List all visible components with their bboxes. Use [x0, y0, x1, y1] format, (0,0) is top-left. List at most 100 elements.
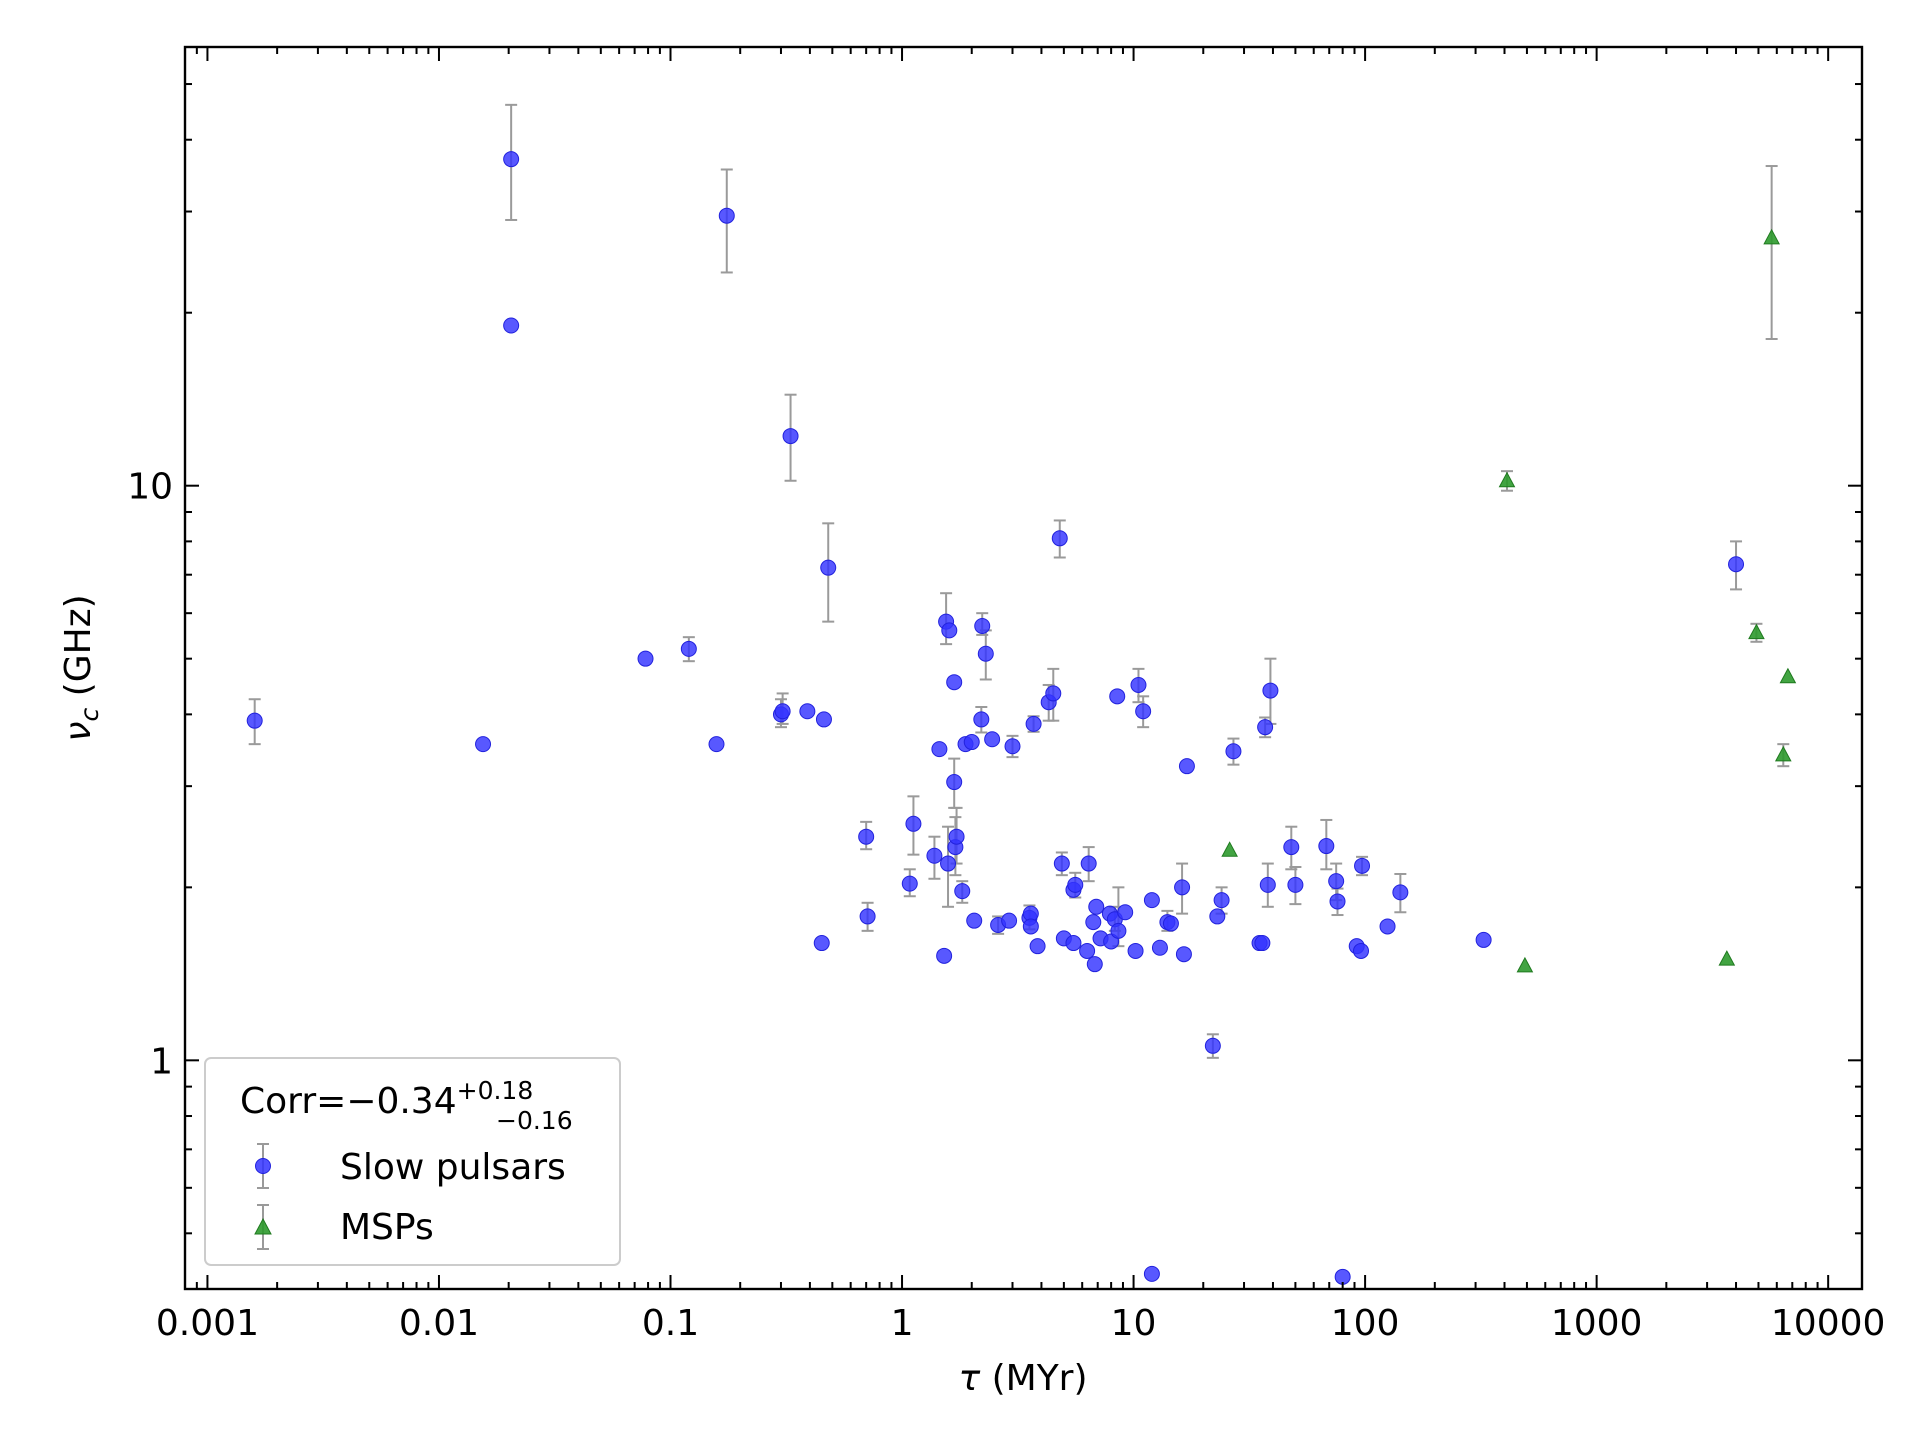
- y-tick-label: 10: [127, 467, 173, 508]
- legend-slow-label: Slow pulsars: [340, 1147, 566, 1188]
- slow-pulsar-point: [1004, 738, 1021, 755]
- slow-pulsar-point: [1080, 855, 1097, 872]
- x-axis-symbol: τ: [958, 1358, 980, 1399]
- slow-pulsar-point: [637, 650, 654, 667]
- slow-pulsar-point: [1354, 857, 1371, 874]
- slow-pulsar-point: [1287, 876, 1304, 893]
- slow-pulsar-point: [1085, 914, 1102, 931]
- slow-pulsar-point: [815, 711, 832, 728]
- slow-pulsar-point: [1117, 904, 1134, 921]
- slow-pulsar-point: [1151, 939, 1168, 956]
- slow-pulsar-point: [977, 645, 994, 662]
- y-tick-label: 1: [150, 1041, 173, 1082]
- slow-pulsar-point: [946, 674, 963, 691]
- x-tick-label: 1: [891, 1303, 914, 1344]
- slow-pulsar-point: [1143, 1265, 1160, 1282]
- slow-pulsar-point: [1475, 931, 1492, 948]
- slow-pulsar-point: [948, 828, 965, 845]
- slow-pulsar-point: [1225, 743, 1242, 760]
- slow-pulsar-point: [926, 847, 943, 864]
- slow-pulsar-point: [973, 711, 990, 728]
- slow-pulsar-point: [963, 734, 980, 751]
- slow-pulsar-point: [1262, 682, 1279, 699]
- slow-pulsar-point: [1283, 839, 1300, 856]
- x-tick-label: 10: [1111, 1303, 1157, 1344]
- slow-pulsar-point: [966, 912, 983, 929]
- slow-pulsar-point: [1175, 946, 1192, 963]
- slow-pulsar-point: [901, 875, 918, 892]
- x-axis-unit: (MYr): [980, 1358, 1087, 1399]
- slow-pulsar-point: [813, 935, 830, 952]
- slow-pulsar-point: [946, 774, 963, 791]
- slow-pulsar-point: [1135, 703, 1152, 720]
- legend-entry-slow-pulsars: Slow pulsars: [255, 1143, 566, 1189]
- slow-pulsar-point: [1109, 688, 1126, 705]
- slow-pulsar-point: [1392, 884, 1409, 901]
- slow-pulsar-point: [859, 908, 876, 925]
- slow-pulsar-point: [1067, 876, 1084, 893]
- legend-box: [204, 1057, 621, 1266]
- slow-pulsar-point: [1029, 938, 1046, 955]
- slow-pulsar-point: [1088, 898, 1105, 915]
- slow-pulsar-point: [936, 947, 953, 964]
- slow-pulsar-point: [1379, 918, 1396, 935]
- legend-slow-marker: [255, 1158, 271, 1174]
- slow-pulsar-point: [718, 207, 735, 224]
- slow-pulsar-point: [1318, 838, 1335, 855]
- msp-point: [1774, 745, 1792, 762]
- y-axis-symbol: ν: [58, 722, 99, 742]
- slow-pulsar-point: [1162, 915, 1179, 932]
- slow-pulsar-point: [1025, 715, 1042, 732]
- msp-point: [1748, 623, 1765, 640]
- slow-pulsar-point: [1143, 892, 1160, 909]
- legend: Corr=−0.34+0.18 −0.16 Slow pulsars MSPs: [204, 1057, 621, 1266]
- legend-entry-msps: MSPs: [254, 1204, 434, 1250]
- legend-msp-label: MSPs: [340, 1207, 434, 1248]
- correlation-upper-error: +0.18: [457, 1076, 534, 1105]
- slow-pulsar-point: [1209, 908, 1226, 925]
- slow-pulsar-point: [1045, 685, 1062, 702]
- slow-pulsar-point: [708, 736, 725, 753]
- slow-pulsar-point: [782, 428, 799, 445]
- correlation-value: Corr=−0.34: [240, 1081, 457, 1122]
- x-tick-label: 10000: [1771, 1303, 1886, 1344]
- slow-pulsar-point: [1110, 922, 1127, 939]
- slow-pulsar-point: [1213, 892, 1230, 909]
- slow-pulsar-point: [774, 703, 791, 720]
- x-tick-label: 0.01: [399, 1303, 479, 1344]
- y-axis-label: νc (GHz): [58, 594, 104, 741]
- slow-pulsar-point: [941, 622, 958, 639]
- msp-point: [1763, 228, 1780, 245]
- slow-pulsar-point: [1127, 942, 1144, 959]
- msp-point: [1498, 471, 1516, 488]
- slow-pulsar-point: [1051, 530, 1068, 547]
- msp-point: [1516, 956, 1534, 973]
- y-axis-unit: (GHz): [58, 594, 99, 707]
- correlation-lower-error: −0.16: [496, 1106, 573, 1135]
- slow-pulsar-point: [1329, 893, 1346, 910]
- slow-pulsar-point: [1178, 758, 1195, 775]
- slow-pulsar-point: [1022, 918, 1039, 935]
- slow-pulsar-point: [1053, 855, 1070, 872]
- slow-pulsar-point: [1259, 876, 1276, 893]
- slow-pulsar-point: [475, 736, 492, 753]
- x-tick-label: 0.001: [156, 1303, 259, 1344]
- slow-pulsar-point: [1174, 879, 1191, 896]
- correlation-annotation: Corr=−0.34+0.18 −0.16: [240, 1076, 573, 1135]
- plot-frame: [183, 45, 1864, 1291]
- slow-pulsar-point: [1328, 873, 1345, 890]
- points-layer: [246, 151, 1797, 1285]
- slow-pulsar-point: [680, 640, 697, 657]
- slow-pulsar-point: [1130, 676, 1147, 693]
- slow-pulsar-point: [1352, 942, 1369, 959]
- slow-pulsar-point: [820, 559, 837, 576]
- slow-pulsar-point: [1257, 719, 1274, 736]
- slow-pulsar-point: [931, 741, 948, 758]
- slow-pulsar-point: [905, 815, 922, 832]
- slow-pulsar-point: [1065, 935, 1082, 952]
- x-tick-label: 1000: [1551, 1303, 1643, 1344]
- slow-pulsar-point: [1001, 912, 1018, 929]
- slow-pulsar-point: [1204, 1037, 1221, 1054]
